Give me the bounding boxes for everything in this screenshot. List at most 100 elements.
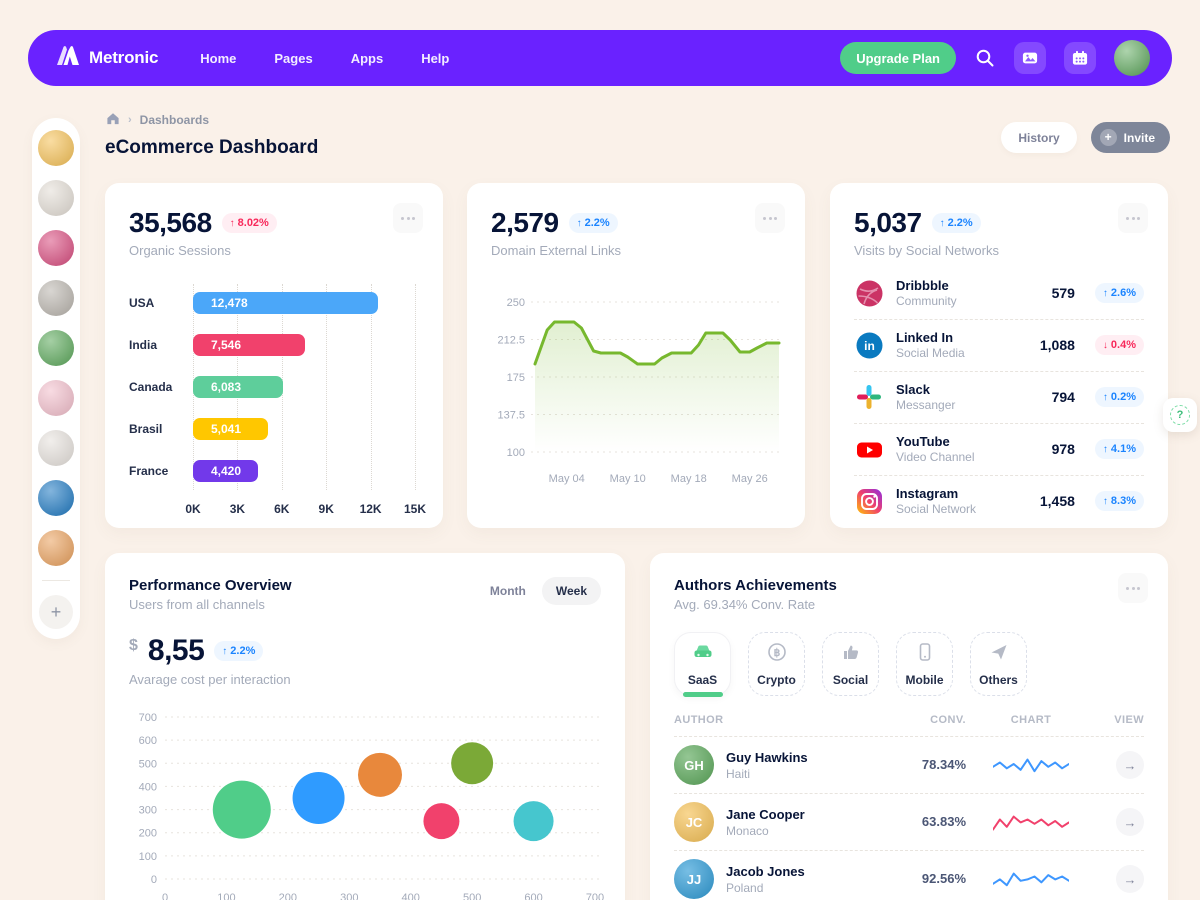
avatar[interactable] [38,280,74,316]
bar-value: 7,546 [211,338,242,352]
authors-achievements-card: Authors Achievements Avg. 69.34% Conv. R… [650,553,1168,900]
card-menu-button[interactable] [755,203,785,233]
domain-links-card: 2,579 2.2% Domain External Links 250 212.… [467,183,805,528]
brand[interactable]: Metronic [54,44,158,73]
view-arrow-button[interactable]: → [1116,751,1144,779]
help-button[interactable]: ? [1163,398,1197,432]
tab-mobile[interactable]: Mobile [896,632,953,696]
delta-badge: 2.2% [214,641,264,661]
toggle-month[interactable]: Month [489,584,526,598]
media-icon[interactable] [1014,42,1046,74]
bar-category: Brasil [129,422,163,436]
amount-caption: Avarage cost per interaction [129,672,291,687]
axis-tick: 9K [318,502,334,516]
avatar[interactable] [38,530,74,566]
svg-text:200: 200 [279,892,297,900]
social-name[interactable]: YouTube [896,434,950,449]
svg-text:400: 400 [402,892,420,900]
view-arrow-button[interactable]: → [1116,865,1144,893]
invite-button[interactable]: + Invite [1090,122,1170,153]
delta-badge: 4.1% [1094,439,1144,459]
card-menu-button[interactable] [1118,203,1148,233]
delta-badge: 2.2% [568,213,618,233]
social-name[interactable]: Slack [896,382,930,397]
svg-text:May 10: May 10 [610,473,646,485]
history-button[interactable]: History [1001,122,1077,153]
sparkline-chart [993,815,1069,831]
axis-tick: 3K [229,502,246,516]
home-icon[interactable] [106,112,120,128]
bar-row: USA 12,478 [129,292,419,314]
calendar-icon[interactable] [1064,42,1096,74]
delta-badge: 0.4% [1094,335,1144,355]
avatar[interactable] [38,130,74,166]
author-name[interactable]: Guy Hawkins [726,749,808,765]
social-value: 978 [1051,441,1075,457]
avatar[interactable] [38,330,74,366]
avatar[interactable] [38,180,74,216]
card-menu-button[interactable] [1118,573,1148,603]
avatar[interactable] [38,430,74,466]
delta-badge: 2.6% [1094,283,1144,303]
chevron-right-icon: › [128,114,132,126]
nav-item-help[interactable]: Help [421,50,450,66]
avatar[interactable] [38,480,74,516]
upgrade-plan-button[interactable]: Upgrade Plan [840,42,956,74]
user-avatar[interactable] [1114,40,1150,76]
add-avatar-button[interactable]: + [39,595,73,629]
delta-badge: 8.3% [1094,491,1144,511]
send-icon [989,642,1009,667]
brand-name: Metronic [89,48,159,67]
bar-category: France [129,464,169,478]
table-header: AUTHOR CONV. CHART VIEW [674,714,1144,736]
card-subtitle: Avg. 69.34% Conv. Rate [674,597,816,612]
search-icon[interactable] [974,47,996,69]
tab-others[interactable]: Others [970,632,1027,696]
delta-badge: 8.02% [221,213,277,233]
svg-text:500: 500 [139,758,157,770]
breadcrumb: › Dashboards [106,112,209,128]
social-name[interactable]: Dribbble [896,278,949,293]
bar: 4,420 [193,460,259,482]
bar-category: India [129,338,158,352]
toggle-week[interactable]: Week [541,577,601,605]
bar-row: Canada 6,083 [129,376,419,398]
nav-item-pages[interactable]: Pages [274,50,313,66]
bar-row: France 4,420 [129,460,419,482]
country-bar-chart: USA 12,478 India 7,546 Canada 6,083 Brasil 5,04… [129,284,426,518]
avatar[interactable] [38,380,74,416]
author-name[interactable]: Jacob Jones [726,863,805,879]
social-subtitle: Social Network [896,502,977,516]
avatar[interactable] [38,230,74,266]
top-navbar: Metronic Home Pages Apps Help Upgrade Pl… [28,30,1172,86]
col-conv: CONV. [930,714,966,726]
arrow-up-icon [1103,496,1108,507]
domain-links-area-chart: 250 212.5 175 137.5 100 May 04 May 10 May 18 May… [497,297,781,485]
instagram-icon [854,486,884,516]
tab-saas[interactable]: SaaS [674,632,731,696]
tab-crypto[interactable]: ฿ Crypto [748,632,805,696]
author-name[interactable]: Jane Cooper [726,806,805,822]
author-country: Poland [726,880,764,895]
nav-item-home[interactable]: Home [200,50,237,66]
social-name[interactable]: Linked In [896,330,954,345]
nav-item-apps[interactable]: Apps [350,50,384,66]
breadcrumb-item[interactable]: Dashboards [139,113,210,127]
youtube-icon [854,434,884,464]
card-subtitle: Users from all channels [129,597,265,612]
svg-text:700: 700 [586,892,604,900]
arrow-up-icon [940,218,945,229]
metric-label: Visits by Social Networks [854,243,999,258]
category-tabs: SaaS ฿ Crypto Social Mobile [674,632,1144,696]
social-name[interactable]: Instagram [896,486,959,501]
list-item: YouTube Video Channel 978 4.1% [854,424,1144,476]
svg-text:฿: ฿ [773,647,780,659]
tab-social[interactable]: Social [822,632,879,696]
main-nav: Home Pages Apps Help [200,51,449,66]
social-value: 1,458 [1039,493,1075,509]
bitcoin-icon: ฿ [767,642,787,667]
metric-value: 5,037 [854,207,922,238]
view-arrow-button[interactable]: → [1116,808,1144,836]
card-menu-button[interactable] [393,203,423,233]
